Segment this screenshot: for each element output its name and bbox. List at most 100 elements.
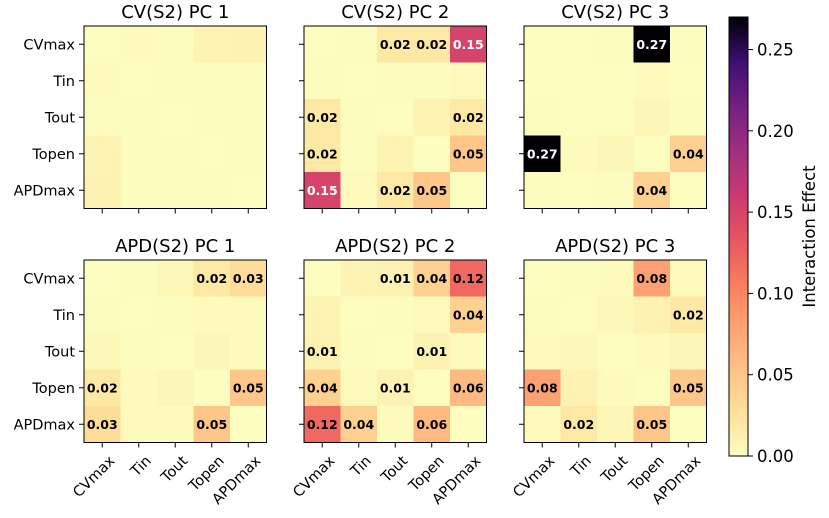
heatmap-cell (230, 26, 267, 63)
heatmap-cell (524, 333, 561, 370)
cell-value-label: 0.04 (673, 146, 704, 161)
heatmap-cell (597, 172, 634, 209)
heatmap-cell (340, 62, 378, 100)
heatmap-cell (377, 172, 414, 209)
heatmap-cell (84, 172, 121, 209)
heatmap-cell (193, 99, 231, 136)
cell-value-label: 0.05 (453, 146, 484, 161)
heatmap-cell (524, 260, 561, 297)
heatmap-cell (193, 172, 231, 209)
panel-title: APD(S2) PC 2 (335, 236, 455, 257)
heatmap-cell (377, 406, 414, 443)
colorbar-gradient (729, 17, 748, 456)
cell-value-label: 0.12 (307, 417, 338, 432)
heatmap-cell (230, 172, 267, 209)
heatmap-cell (120, 333, 158, 370)
x-tick-label: CVmax (290, 453, 338, 501)
heatmap-cell (450, 333, 487, 370)
heatmap-cell (670, 99, 707, 136)
heatmap-cell (377, 135, 414, 173)
heatmap-cell (304, 369, 341, 407)
heatmap-cell (157, 406, 194, 443)
colorbar-tick-label: 0.10 (757, 284, 794, 303)
heatmap-cell (560, 296, 598, 334)
heatmap-cell (413, 26, 451, 63)
heatmap-cell (597, 260, 634, 297)
heatmap-cell (304, 26, 341, 63)
heatmap-cell (340, 296, 378, 334)
heatmap-panel-apd-s2-pc-1: APD(S2) PC 1 0.02 0.03 0.02 0.05 0.03 0.05 CVma… (14, 236, 267, 508)
heatmap-cell (340, 172, 378, 209)
x-tick-label: Tin (347, 453, 374, 480)
heatmap-cell (670, 135, 707, 173)
heatmap-cell (524, 99, 561, 136)
heatmap-cell (340, 135, 378, 173)
heatmap-cell (560, 333, 598, 370)
heatmap-cell (193, 296, 231, 334)
heatmap-cell (633, 135, 671, 173)
heatmap-cell (597, 296, 634, 334)
heatmap-cell (157, 260, 194, 297)
cell-value-label: 0.02 (416, 37, 447, 52)
cell-value-label: 0.15 (453, 37, 484, 52)
heatmap-cell (304, 135, 341, 173)
heatmap-cell (304, 62, 341, 100)
heatmap-cell (304, 296, 341, 334)
heatmap-cell (193, 333, 231, 370)
heatmap-cell (597, 62, 634, 100)
heatmap-cell (120, 62, 158, 100)
heatmap-cell (157, 62, 194, 100)
x-tick-label: Tout (158, 453, 192, 487)
heatmap-cell (524, 26, 561, 63)
x-tick-label: Tout (598, 453, 632, 487)
panel-title: APD(S2) PC 3 (555, 236, 675, 257)
heatmap-cell (230, 406, 267, 443)
heatmap-cell (377, 62, 414, 100)
y-tick-label: Topen (31, 381, 75, 397)
heatmap-cell (633, 99, 671, 136)
cell-value-label: 0.01 (380, 271, 411, 286)
heatmap-cell (670, 296, 707, 334)
heatmap-cell (120, 296, 158, 334)
heatmap-cell (450, 62, 487, 100)
heatmap-cell (157, 296, 194, 334)
cell-value-label: 0.27 (527, 146, 558, 161)
heatmap-cell (633, 406, 671, 443)
heatmap-cell (413, 333, 451, 370)
heatmap-cell (304, 260, 341, 297)
heatmap-cell (157, 333, 194, 370)
cell-value-label: 0.04 (307, 380, 338, 395)
heatmap-cell (193, 26, 231, 63)
heatmap-cell (157, 369, 194, 407)
x-tick-label: Tout (378, 453, 412, 487)
x-tick-label: Tin (567, 453, 594, 480)
heatmap-cell (377, 333, 414, 370)
cell-value-label: 0.05 (233, 380, 264, 395)
heatmap-cell (193, 260, 231, 297)
cell-value-label: 0.05 (416, 183, 447, 198)
heatmap-cell (524, 296, 561, 334)
heatmap-cell (524, 135, 561, 173)
heatmap-cell (84, 406, 121, 443)
heatmap-cell (120, 260, 158, 297)
cell-value-label: 0.04 (343, 417, 374, 432)
cell-value-label: 0.15 (307, 183, 338, 198)
heatmap-panel-apd-s2-pc-3: APD(S2) PC 3 0.08 0.02 0.08 0.05 0.02 0.05 CVma… (510, 236, 707, 508)
heatmap-cell (230, 260, 267, 297)
heatmap-cell (157, 26, 194, 63)
heatmap-cell (84, 333, 121, 370)
panel-title: CV(S2) PC 1 (121, 2, 229, 23)
heatmap-cell (120, 26, 158, 63)
cell-value-label: 0.01 (380, 380, 411, 395)
heatmap-cell (670, 369, 707, 407)
heatmap-cell (84, 26, 121, 63)
heatmap-cell (560, 172, 598, 209)
heatmap-cell (633, 296, 671, 334)
heatmap-cell (450, 172, 487, 209)
colorbar-tick-label: 0.05 (757, 366, 794, 385)
heatmap-cell (670, 333, 707, 370)
y-tick-label: APDmax (14, 417, 76, 433)
y-tick-label: CVmax (23, 37, 75, 53)
heatmap-panel-cv-s2-pc-2: CV(S2) PC 2 0.02 0.02 0.15 0.02 0.02 0.02 0.05 0… (299, 2, 487, 214)
heatmap-cell (450, 369, 487, 407)
